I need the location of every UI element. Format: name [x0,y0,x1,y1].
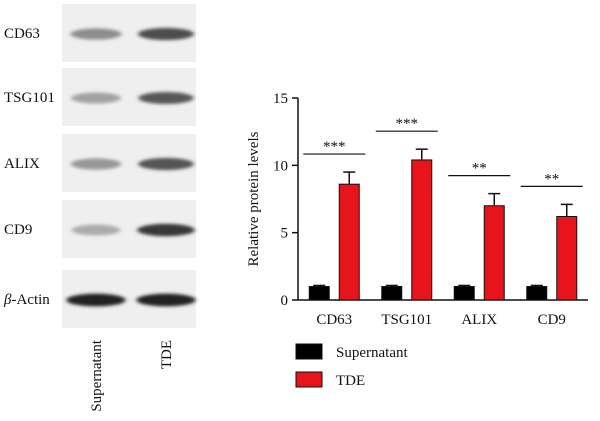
y-tick-label: 5 [281,226,289,242]
bar-supernatant [381,286,403,301]
legend-label: TDE [336,373,365,389]
protein-band [71,92,121,104]
protein-band [66,293,126,307]
y-tick-label: 0 [281,293,289,309]
blot-row-label: β-Actin [3,292,50,308]
x-tick-label: ALIX [461,312,497,328]
western-blot-panel: CD63 TSG101 ALIX CD9 β-Actin Supernatant TDE [3,4,196,412]
blot-row-label-prefix: β [3,292,12,308]
blot-row-label: TSG101 [4,90,55,106]
protein-band [71,224,121,236]
protein-band [138,91,194,105]
legend-item: TDE [295,371,365,389]
blot-row: ALIX [4,134,196,192]
blot-row-label-text: CD9 [4,222,32,238]
blot-row-label-text: -Actin [11,292,50,308]
blot-row-label: ALIX [4,156,40,172]
blot-row: β-Actin [3,270,196,328]
significance-label: ** [544,171,559,187]
lane-label: TDE [159,340,175,369]
protein-band [70,28,122,40]
blot-row: TSG101 [4,68,196,126]
x-tick-label: CD63 [316,312,352,328]
blot-row-label-text: ALIX [4,156,40,172]
y-tick-label: 10 [273,158,288,174]
blot-row-label: CD9 [4,222,32,238]
legend-item: Supernatant [295,343,408,361]
lane-label: Supernatant [89,339,105,411]
bar-chart: 0 5 10 15 Relative protein levels CD63 TSG101 A… [246,91,588,389]
protein-band [137,223,195,237]
bar-supernatant [526,286,548,301]
bar-tde [556,216,578,301]
bar-tde [338,183,360,301]
bar-tde [411,159,433,301]
blot-row-label-text: TSG101 [4,90,55,106]
blot-row: CD9 [4,200,196,258]
legend-swatch [295,371,323,388]
legend-swatch [295,343,323,360]
protein-band [70,158,122,170]
significance-label: *** [396,116,419,132]
legend-label: Supernatant [336,345,408,361]
blot-row-label-text: CD63 [4,26,40,42]
significance-label: ** [472,161,487,177]
protein-band [138,27,194,41]
significance-label: *** [323,139,346,155]
blot-row: CD63 [4,4,196,62]
y-tick-label: 15 [273,91,288,107]
x-tick-label: CD9 [538,312,566,328]
bar-supernatant [308,286,330,301]
y-axis-label: Relative protein levels [246,131,262,266]
bar-tde [483,205,505,301]
blot-row-label: CD63 [4,26,40,42]
x-tick-label: TSG101 [381,312,432,328]
protein-band [138,157,194,171]
protein-band [136,293,196,307]
bar-supernatant [453,286,475,301]
